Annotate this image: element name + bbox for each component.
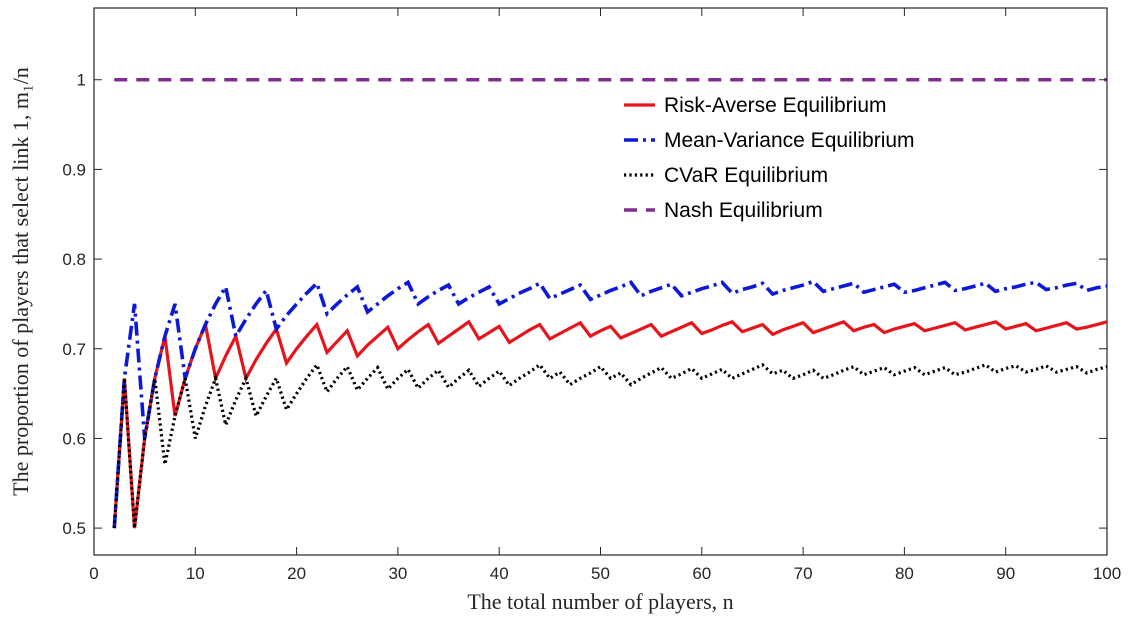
x-axis-title-text: The total number of players, n (467, 589, 733, 614)
x-tick-label: 20 (287, 564, 306, 583)
legend-label-4: Nash Equilibrium (664, 199, 823, 222)
x-tick-label: 70 (794, 564, 813, 583)
legend-label-3: CVaR Equilibrium (664, 164, 828, 187)
x-axis-title: The total number of players, n (467, 589, 733, 614)
y-tick-label: 0.7 (62, 340, 86, 359)
x-tick-label: 80 (895, 564, 914, 583)
series-line-1 (112, 318, 1108, 529)
y-tick-label: 0.5 (62, 519, 86, 538)
legend-label-2: Mean-Variance Equilibrium (664, 129, 915, 152)
y-axis-title-text: The proportion of players that select li… (8, 67, 33, 496)
y-tick-label: 1 (77, 71, 86, 90)
legend: Risk-Averse Equilibrium Mean-Variance Equ… (618, 86, 1008, 228)
x-tick-label: 60 (692, 564, 711, 583)
y-tick-label: 0.6 (62, 429, 86, 448)
series-line-2 (112, 279, 1108, 529)
series-layer (112, 77, 1108, 529)
x-tick-label: 100 (1093, 564, 1121, 583)
y-tick-label: 0.8 (62, 250, 86, 269)
series-line-3 (112, 361, 1108, 529)
x-tick-label: 30 (388, 564, 407, 583)
x-tick-label: 0 (89, 564, 98, 583)
x-tick-label: 50 (591, 564, 610, 583)
legend-background (618, 86, 1008, 228)
x-tick-label: 10 (186, 564, 205, 583)
x-tick-label: 90 (996, 564, 1015, 583)
x-tick-label: 40 (490, 564, 509, 583)
legend-label-1: Risk-Averse Equilibrium (664, 94, 887, 117)
y-axis-title: The proportion of players that select li… (8, 67, 33, 496)
axis-layer: 0 10 20 30 40 50 60 70 80 90 100 0.5 0.6 0.7 0.8 0.9 1 (62, 8, 1121, 583)
y-tick-label: 0.9 (62, 160, 86, 179)
